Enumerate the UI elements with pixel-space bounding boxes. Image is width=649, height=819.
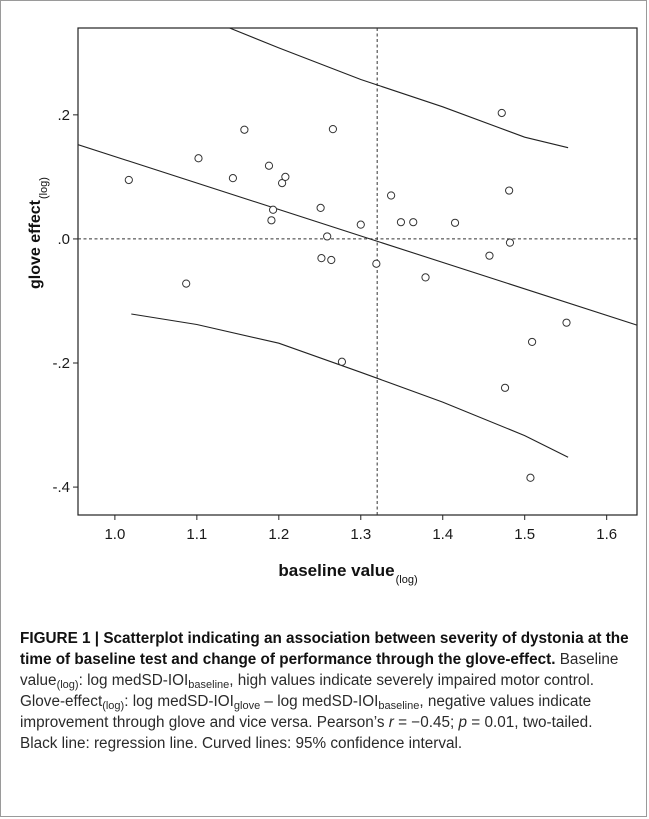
caption-text-4: : log medSD-IOI xyxy=(124,693,234,710)
scatter-chart: 1.0 1.1 1.2 1.3 1.4 1.5 1.6 .2 .0 -.2 -.4 baseline… xyxy=(27,27,638,586)
x-tick-label: 1.1 xyxy=(186,526,207,543)
caption-title: FIGURE 1 | Scatterplot indicating an ass… xyxy=(20,630,629,668)
data-point xyxy=(497,108,506,118)
regression-line xyxy=(78,144,637,326)
data-point xyxy=(421,273,430,282)
ci-lower-curve xyxy=(131,313,569,458)
caption-text-6: , negative values indicate improvement t… xyxy=(20,693,592,731)
data-point xyxy=(268,205,278,214)
data-point xyxy=(194,154,203,163)
caption-text-5: – log medSD-IOI xyxy=(260,693,379,710)
x-tick-label: 1.2 xyxy=(268,526,289,543)
data-point xyxy=(562,318,571,327)
data-point xyxy=(505,238,515,247)
p-value-symbol: p xyxy=(458,714,468,731)
caption-sub-4: glove xyxy=(233,700,261,712)
plot-area: 1.0 1.1 1.2 1.3 1.4 1.5 1.6 .2 .0 -.2 -.4 xyxy=(52,27,638,543)
data-point xyxy=(328,125,338,134)
data-point xyxy=(396,218,406,227)
caption-text-2: : log medSD-IOI xyxy=(78,672,189,689)
data-point xyxy=(526,473,535,482)
caption-sub-3: (log) xyxy=(102,700,125,712)
data-point xyxy=(277,178,287,188)
x-axis-title: baseline value(log) xyxy=(278,561,417,586)
y-tick-label: .0 xyxy=(57,231,70,248)
y-tick-label: -.2 xyxy=(52,355,70,372)
caption-text-3: , high values indicate severely impaired… xyxy=(20,672,595,710)
data-point xyxy=(317,254,326,263)
y-tick-label: .2 xyxy=(57,107,70,124)
ci-upper-curve xyxy=(229,28,569,149)
caption-sub-1: (log) xyxy=(56,679,79,691)
data-point xyxy=(228,174,238,183)
data-point xyxy=(387,191,396,200)
data-point xyxy=(485,251,494,260)
pearson-r-symbol: r xyxy=(388,714,394,731)
data-point xyxy=(409,218,418,227)
x-tick-label: 1.6 xyxy=(596,526,617,543)
data-point xyxy=(182,279,191,288)
data-point xyxy=(527,337,537,347)
data-point xyxy=(240,125,249,134)
data-point xyxy=(327,255,336,265)
data-point xyxy=(281,172,290,181)
caption-text-7: = −0.45; xyxy=(393,714,459,731)
caption-text-8: = 0.01, two-tailed. Black line: regressi… xyxy=(20,714,593,752)
axis-titles: baseline value(log) glove effect(log) xyxy=(27,177,418,586)
x-tick-label: 1.4 xyxy=(432,526,453,543)
figure-caption: FIGURE 1 | Scatterplot indicating an ass… xyxy=(20,628,630,754)
y-tick-label: -.4 xyxy=(52,479,70,496)
plot-border xyxy=(77,27,638,516)
data-point xyxy=(356,220,365,229)
caption-sub-5: baseline xyxy=(378,700,420,712)
data-point xyxy=(264,161,274,170)
y-axis-title: glove effect(log) xyxy=(27,177,50,289)
x-tick-label: 1.5 xyxy=(514,526,535,543)
data-point xyxy=(450,218,460,227)
data-point xyxy=(337,357,347,366)
data-point xyxy=(267,216,276,225)
data-point xyxy=(323,232,332,241)
caption-sub-2: baseline xyxy=(188,679,230,691)
data-point xyxy=(372,259,381,268)
data-point xyxy=(124,175,133,185)
x-tick-label: 1.3 xyxy=(350,526,371,543)
data-point xyxy=(316,203,325,213)
data-point xyxy=(500,383,510,392)
caption-text-1: Baseline value xyxy=(20,651,619,689)
data-point xyxy=(505,186,514,195)
x-tick-label: 1.0 xyxy=(104,526,125,543)
